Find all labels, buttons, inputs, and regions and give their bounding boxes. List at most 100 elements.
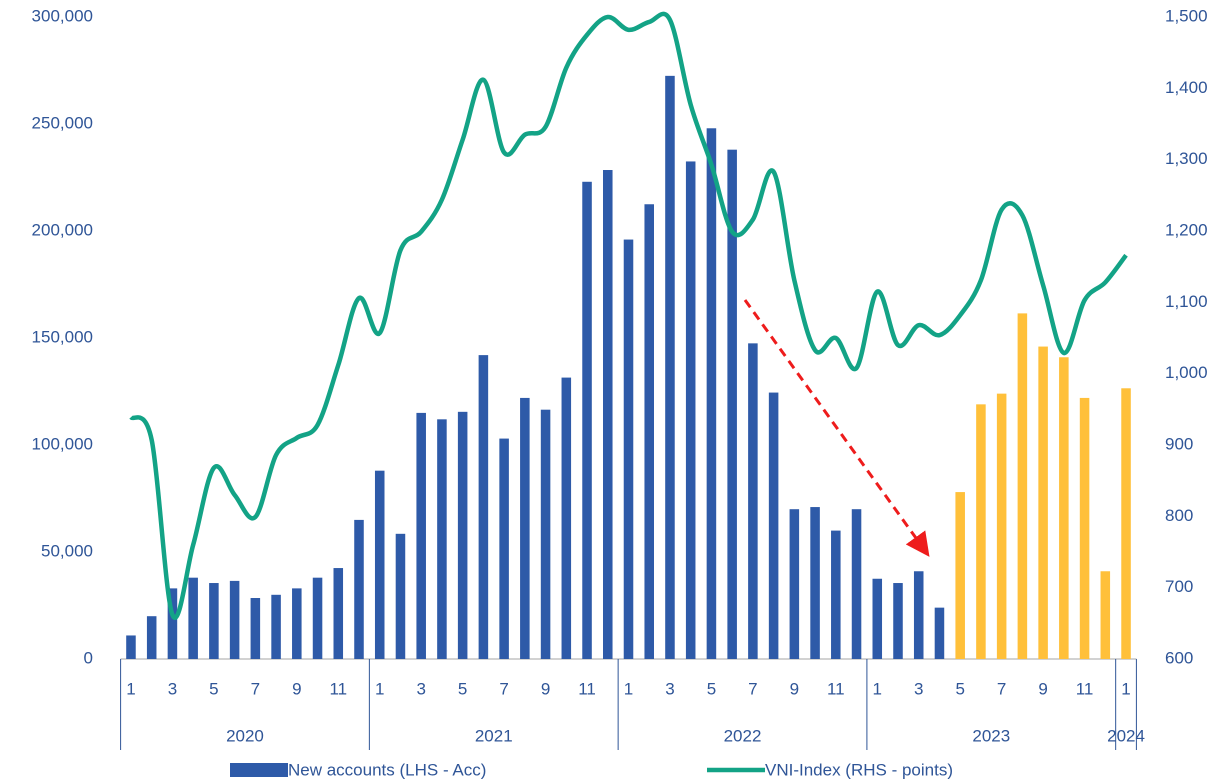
x-tick-label: 3 [665,679,674,698]
x-group-label: 2021 [475,726,513,745]
bar [748,343,758,659]
x-group-label: 2022 [724,726,762,745]
bar [520,397,530,659]
bar [913,571,924,659]
x-tick-label: 9 [541,679,550,698]
x-tick-label: 1 [873,679,882,698]
bar [540,409,551,659]
y2-tick-label: 1,300 [1165,149,1208,168]
x-tick-label: 1 [1121,679,1130,698]
x-tick-label: 7 [748,679,757,698]
line [129,11,1128,620]
bar [437,419,447,659]
x-tick-label: 5 [209,679,218,698]
y2-tick-label: 900 [1165,434,1193,453]
bar [209,583,219,659]
bar [126,635,136,659]
x-group-label: 2024 [1107,726,1145,745]
x-group-label: 2023 [972,726,1010,745]
bar [188,577,198,659]
x-tick-label: 3 [168,679,177,698]
x-tick-label: 11 [827,679,845,698]
trend-arrow [743,299,930,557]
y2-tick-label: 1,100 [1165,292,1208,311]
bar [831,530,841,659]
x-tick-label: 11 [1076,679,1094,698]
bar [271,594,281,659]
bar [499,438,509,659]
bar [996,393,1007,659]
x-tick-label: 3 [914,679,923,698]
bar [934,607,945,659]
bar [582,181,592,659]
y-tick-label: 250,000 [32,113,93,132]
bar [457,411,468,659]
x-group-label: 2020 [226,726,264,745]
y2-tick-label: 1,500 [1165,6,1208,25]
bar [478,355,489,659]
bar [292,588,302,659]
y2-tick-label: 800 [1165,506,1193,525]
bar [1017,313,1028,659]
bar [810,507,820,659]
x-tick-label: 3 [416,679,425,698]
bar [416,412,426,659]
y2-tick-label: 1,400 [1165,78,1208,97]
bar [561,377,572,659]
x-tick-label: 5 [707,679,716,698]
x-tick-label: 1 [126,679,135,698]
x-tick-label: 7 [499,679,508,698]
x-tick-label: 5 [458,679,467,698]
bar [250,598,261,659]
bar [893,583,903,659]
bar [768,392,779,659]
bar [955,492,965,659]
bar [789,509,800,659]
y2-tick-label: 700 [1165,577,1193,596]
legend-label: New accounts (LHS - Acc) [288,760,486,779]
bar [229,580,240,659]
x-tick-label: 9 [1038,679,1047,698]
legend-swatch [230,763,288,777]
y2-tick-label: 1,200 [1165,220,1208,239]
x-tick-label: 1 [624,679,633,698]
bar [1038,346,1048,659]
bar [1079,397,1090,659]
x-tick-label: 11 [329,679,347,698]
y2-tick-label: 1,000 [1165,363,1208,382]
bar [872,578,883,659]
bar [1100,571,1111,659]
y-tick-label: 150,000 [32,327,93,346]
bar [395,533,406,659]
x-tick-label: 9 [790,679,799,698]
bar [644,204,654,659]
bar [706,128,717,659]
x-tick-label: 11 [578,679,596,698]
y-tick-label: 0 [84,648,93,667]
bar [1121,388,1131,659]
bar [312,577,323,659]
x-tick-label: 7 [997,679,1006,698]
x-tick-label: 1 [375,679,384,698]
x-tick-label: 5 [955,679,964,698]
bar [354,519,364,659]
bar [603,170,613,659]
bar [851,509,862,659]
bar [374,470,385,659]
bar [167,588,178,659]
x-tick-label: 7 [251,679,260,698]
bar [623,239,634,659]
bar [685,161,696,659]
bar [727,149,737,659]
bar [665,75,675,660]
bar [1059,357,1069,659]
bar [146,616,157,659]
y2-tick-label: 600 [1165,648,1193,667]
y-tick-label: 100,000 [32,434,93,453]
bar [976,404,986,659]
x-tick-label: 9 [292,679,301,698]
bar [333,568,344,659]
y-tick-label: 300,000 [32,6,93,25]
